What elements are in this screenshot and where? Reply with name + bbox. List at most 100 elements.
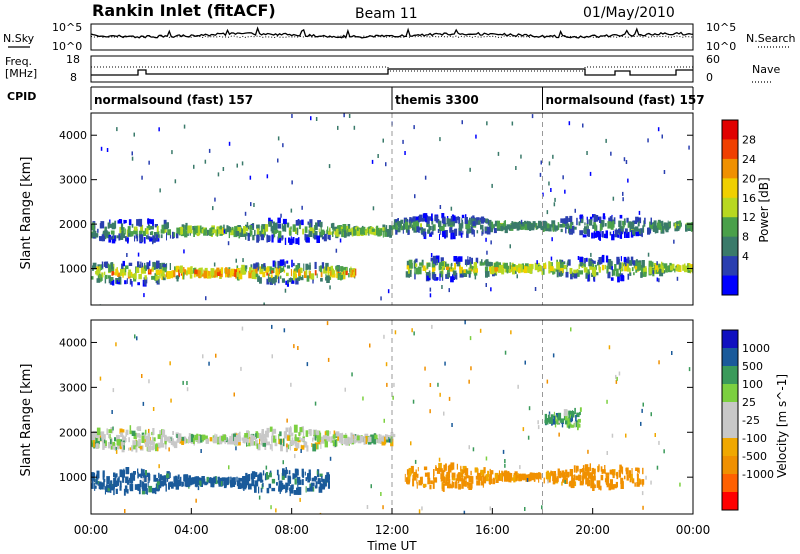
heatmap-cell xyxy=(450,263,452,270)
heatmap-cell xyxy=(316,444,319,450)
heatmap-cell xyxy=(282,483,284,490)
heatmap-cell xyxy=(446,272,451,278)
heatmap-cell xyxy=(254,485,257,493)
heatmap-cell xyxy=(126,489,129,494)
heatmap-cell xyxy=(567,259,571,266)
heatmap-cell xyxy=(673,222,676,227)
heatmap-cell xyxy=(121,263,123,269)
heatmap-cell xyxy=(480,224,484,230)
heatmap-cell xyxy=(600,474,604,481)
heatmap-cell xyxy=(146,488,148,495)
heatmap-cell xyxy=(597,466,600,473)
heatmap-cell xyxy=(274,442,278,447)
heatmap-cell xyxy=(222,167,225,171)
heatmap-cell xyxy=(625,433,627,438)
heatmap-cell xyxy=(633,232,636,236)
heatmap-cell xyxy=(394,330,397,335)
heatmap-cell xyxy=(599,216,602,223)
heatmap-cell xyxy=(466,259,471,265)
heatmap-cell xyxy=(156,260,160,269)
heatmap-cell xyxy=(96,427,101,436)
heatmap-cell xyxy=(595,230,599,238)
heatmap-cell xyxy=(275,267,279,275)
heatmap-cell xyxy=(268,217,271,225)
heatmap-cell xyxy=(647,227,651,235)
heatmap-cell xyxy=(657,222,662,228)
heatmap-cell xyxy=(290,226,292,230)
heatmap-cell xyxy=(119,226,122,234)
heatmap-cell xyxy=(387,229,390,237)
heatmap-cell xyxy=(586,151,588,155)
heatmap-cell xyxy=(489,224,493,233)
colorbar-segment xyxy=(722,275,738,296)
heatmap-cell xyxy=(597,262,600,266)
heatmap-cell xyxy=(554,471,556,479)
heatmap-cell xyxy=(534,262,538,271)
heatmap-cell xyxy=(577,418,581,423)
heatmap-cell xyxy=(471,476,474,484)
heatmap-cell xyxy=(588,219,593,226)
heatmap-cell xyxy=(339,435,342,440)
heatmap-cell xyxy=(561,481,563,486)
heatmap-cell xyxy=(99,265,102,271)
heatmap-cell xyxy=(135,226,138,231)
heatmap-cell xyxy=(205,227,207,234)
heatmap-cell xyxy=(173,476,177,484)
heatmap-cell xyxy=(485,259,489,267)
heatmap-cell xyxy=(676,220,678,228)
heatmap-cell xyxy=(467,270,472,275)
heatmap-cell xyxy=(144,275,147,280)
heatmap-cell xyxy=(642,402,644,407)
heatmap-cell xyxy=(353,229,357,236)
heatmap-cell xyxy=(116,127,118,132)
heatmap-cell xyxy=(615,481,618,488)
heatmap-cell xyxy=(195,478,198,482)
heatmap-cell xyxy=(129,279,132,285)
heatmap-cell xyxy=(548,262,552,269)
heatmap-cell xyxy=(235,258,237,263)
heatmap-cell xyxy=(93,472,96,477)
colorbar-segment xyxy=(722,438,738,457)
heatmap-cell xyxy=(245,474,249,482)
heatmap-cell xyxy=(503,224,506,230)
heatmap-cell xyxy=(237,275,239,280)
heatmap-cell xyxy=(563,473,566,477)
heatmap-cell xyxy=(214,197,216,202)
heatmap-cell xyxy=(629,268,631,274)
heatmap-cell xyxy=(445,477,448,484)
heatmap-cell xyxy=(329,227,331,232)
heatmap-cell xyxy=(355,439,357,443)
time-xlabel: Time UT xyxy=(366,539,417,553)
heatmap-cell xyxy=(294,268,296,272)
heatmap-cell xyxy=(362,396,364,401)
heatmap-cell xyxy=(678,265,681,271)
heatmap-cell xyxy=(642,225,645,233)
heatmap-cell xyxy=(648,260,652,266)
heatmap-cell xyxy=(124,220,127,224)
heatmap-cell xyxy=(462,230,464,235)
heatmap-cell xyxy=(452,219,455,227)
heatmap-cell xyxy=(673,239,675,244)
freq-tick-low: 8 xyxy=(70,71,77,84)
heatmap-cell xyxy=(527,435,530,440)
velocity-ylabel: Slant Range [km] xyxy=(19,364,34,477)
heatmap-cell xyxy=(147,445,151,452)
heatmap-cell xyxy=(209,437,213,442)
heatmap-cell xyxy=(118,219,122,222)
heatmap-cell xyxy=(172,231,174,239)
heatmap-cell xyxy=(114,474,117,482)
heatmap-cell xyxy=(112,271,115,275)
heatmap-cell xyxy=(111,410,113,414)
heatmap-cell xyxy=(541,268,545,275)
heatmap-cell xyxy=(553,202,556,207)
heatmap-cell xyxy=(123,436,126,443)
heatmap-cell xyxy=(149,260,151,266)
colorbar-segment xyxy=(722,236,738,257)
colorbar-segment xyxy=(722,474,738,493)
heatmap-cell xyxy=(191,229,193,234)
heatmap-cell xyxy=(541,505,543,510)
heatmap-cell xyxy=(117,439,121,446)
nave-tick-low: 0 xyxy=(706,71,713,84)
heatmap-cell xyxy=(340,266,344,271)
